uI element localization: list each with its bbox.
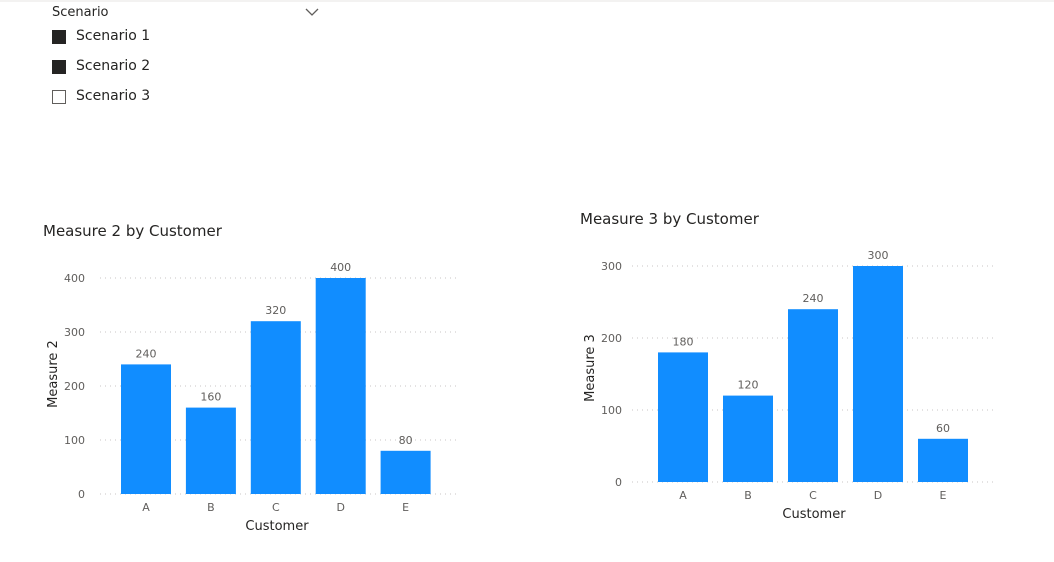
data-label: 160 xyxy=(200,391,221,404)
y-tick-label: 300 xyxy=(64,326,85,339)
data-label: 240 xyxy=(803,292,824,305)
checkbox[interactable] xyxy=(52,60,66,74)
y-tick-label: 400 xyxy=(64,272,85,285)
bar-b xyxy=(723,395,773,482)
x-tick-label: E xyxy=(940,489,947,502)
x-tick-label: D xyxy=(336,501,344,514)
y-tick-label: 200 xyxy=(64,380,85,393)
x-tick-label: C xyxy=(272,501,280,514)
y-tick-label: 300 xyxy=(601,260,622,273)
bar-d xyxy=(315,278,366,494)
slicer-item-scenario-3[interactable]: Scenario 3 xyxy=(50,87,210,111)
slicer-item-label: Scenario 3 xyxy=(76,88,151,104)
bar-e xyxy=(918,438,968,482)
y-tick-label: 200 xyxy=(601,332,622,345)
bar-e xyxy=(380,450,431,494)
data-label: 240 xyxy=(136,347,157,360)
x-tick-label: D xyxy=(874,489,882,502)
y-tick-label: 0 xyxy=(615,476,622,489)
bar-c xyxy=(788,309,838,482)
slicer-item-scenario-1[interactable]: Scenario 1 xyxy=(50,27,210,51)
x-tick-label: A xyxy=(679,489,687,502)
bar-b xyxy=(185,407,236,494)
x-axis-title: Customer xyxy=(245,519,309,534)
y-axis-title: Measure 3 xyxy=(583,334,598,402)
data-label: 320 xyxy=(265,304,286,317)
data-label: 60 xyxy=(936,422,950,435)
scenario-slicer[interactable]: Scenario Scenario 1 Scenario 2 Scenario … xyxy=(50,3,322,104)
checkbox[interactable] xyxy=(52,30,66,44)
bar-d xyxy=(853,266,903,482)
top-divider xyxy=(0,0,1054,2)
data-label: 400 xyxy=(330,261,351,274)
y-tick-label: 100 xyxy=(601,404,622,417)
data-label: 180 xyxy=(673,335,694,348)
chart-title: Measure 2 by Customer xyxy=(43,222,222,240)
bar-chart-measure-2: 0 100 200 300 400 240 A 160 B 320 C 400 D 80 E Customer… xyxy=(46,261,456,534)
checkbox[interactable] xyxy=(52,90,66,104)
bar-c xyxy=(250,321,301,494)
y-axis-title: Measure 2 xyxy=(46,340,61,408)
x-tick-label: A xyxy=(142,501,150,514)
x-tick-label: B xyxy=(207,501,215,514)
data-label: 300 xyxy=(868,249,889,262)
chart-title: Measure 3 by Customer xyxy=(580,210,759,228)
y-tick-label: 100 xyxy=(64,434,85,447)
x-tick-label: E xyxy=(402,501,409,514)
y-tick-label: 0 xyxy=(78,488,85,501)
slicer-item-scenario-2[interactable]: Scenario 2 xyxy=(50,57,210,81)
bar-a xyxy=(658,352,708,482)
data-label: 80 xyxy=(399,434,413,447)
x-tick-label: B xyxy=(744,489,752,502)
slicer-item-label: Scenario 1 xyxy=(76,28,151,44)
chevron-down-icon[interactable] xyxy=(304,4,320,20)
bar-a xyxy=(121,364,171,494)
slicer-item-label: Scenario 2 xyxy=(76,58,151,74)
x-tick-label: C xyxy=(809,489,817,502)
slicer-header[interactable]: Scenario xyxy=(50,3,322,23)
data-label: 120 xyxy=(738,379,759,392)
x-axis-title: Customer xyxy=(782,507,846,522)
slicer-title: Scenario xyxy=(52,5,109,20)
